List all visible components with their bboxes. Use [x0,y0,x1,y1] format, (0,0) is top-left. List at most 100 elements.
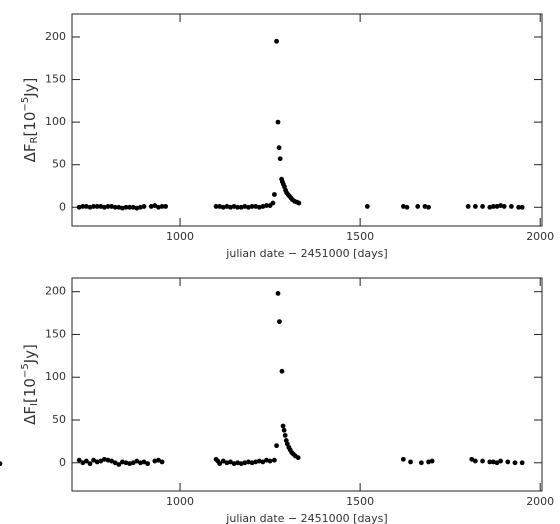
data-point [487,204,493,210]
data-point [120,459,125,465]
y-tick-label: 200 [45,30,66,43]
data-point [224,204,230,209]
data-point [280,423,286,429]
data-point [272,192,277,197]
data-point [494,460,500,466]
x-tick-label: 1500 [346,230,374,243]
data-point [152,203,158,208]
data-point [94,459,100,465]
data-point [246,459,251,465]
data-point [102,456,107,462]
data-point [246,204,251,210]
y-axis-label-part: −5 [20,363,31,378]
data-point [98,204,104,209]
data-point [116,204,122,210]
data-point [112,204,118,210]
data-point [472,458,478,464]
data-point [487,459,493,465]
y-tick-label: 100 [45,115,66,128]
data-point [279,368,285,374]
data-point [159,459,165,465]
y-tick-label: 0 [59,456,66,469]
data-point [242,204,248,209]
data-point [163,204,169,209]
data-point [235,460,241,466]
data-point [231,204,237,209]
x-axis-label: julian date − 2451000 [days] [225,247,387,260]
data-point [138,460,143,466]
data-point [505,459,511,465]
data-point [87,461,93,467]
data-point [156,204,161,210]
data-point [238,461,244,467]
data-point [480,458,485,464]
y-tick-label: 150 [45,327,66,340]
data-point [519,460,525,466]
data-point [426,204,431,210]
y-axis-label-part: [10 [21,378,39,403]
data-point [275,290,281,296]
data-point [429,458,435,464]
data-point [156,457,161,463]
data-point [490,204,496,209]
x-tick-label: 1500 [346,495,374,508]
data-point [480,204,485,209]
y-tick-label: 200 [45,285,66,298]
data-point [242,460,248,466]
data-point [0,461,3,467]
data-point [134,205,140,211]
data-point [469,456,475,462]
data-point [109,204,115,209]
x-tick-label: 2000 [526,230,554,243]
data-point [498,203,503,208]
data-point [472,204,478,209]
data-point [217,461,223,467]
y-tick-label: 50 [52,158,66,171]
data-point [260,204,266,209]
y-axis-label: ΔFI[10−5Jy] [20,344,40,425]
data-point [264,457,269,463]
y-axis-label-part: Jy] [21,78,39,98]
y-axis-label-part: ΔF [21,143,39,162]
data-point [228,204,233,210]
data-point [253,204,259,209]
data-point [130,460,136,466]
data-point [256,204,262,210]
data-point [277,319,282,325]
y-axis-label-part: I [29,403,40,406]
data-point [130,204,136,210]
data-point [138,204,143,210]
data-point [220,458,226,464]
data-point [282,432,288,438]
data-point [516,204,521,210]
data-point [490,459,496,465]
y-tick-label: 100 [45,370,66,383]
x-tick-label: 2000 [526,495,554,508]
panel: 1000 1500 2000 0 50 100 150 200 julian date − 24… [20,13,554,260]
data-point [253,459,259,465]
data-point [91,457,97,463]
data-point [228,459,233,465]
data-point [238,204,244,210]
data-point [105,204,111,209]
data-point [422,204,428,209]
data-point [105,457,111,463]
data-point [141,459,147,465]
y-tick-label: 50 [52,413,66,426]
plot-frame [71,13,543,227]
data-point [152,458,158,464]
data-point [408,459,413,465]
x-tick-label: 1000 [166,495,194,508]
data-point [112,460,118,466]
data-point [134,458,140,464]
y-axis-label-part: −5 [20,97,31,112]
data-point [501,204,507,209]
data-point [84,458,89,464]
data-point [275,119,281,125]
data-point [94,204,100,209]
data-point [231,461,237,467]
data-point [102,204,107,210]
panel: 1000 1500 2000 0 50 100 150 200 julian date − 24… [0,277,554,524]
data-point [498,458,503,464]
data-point [159,204,165,209]
